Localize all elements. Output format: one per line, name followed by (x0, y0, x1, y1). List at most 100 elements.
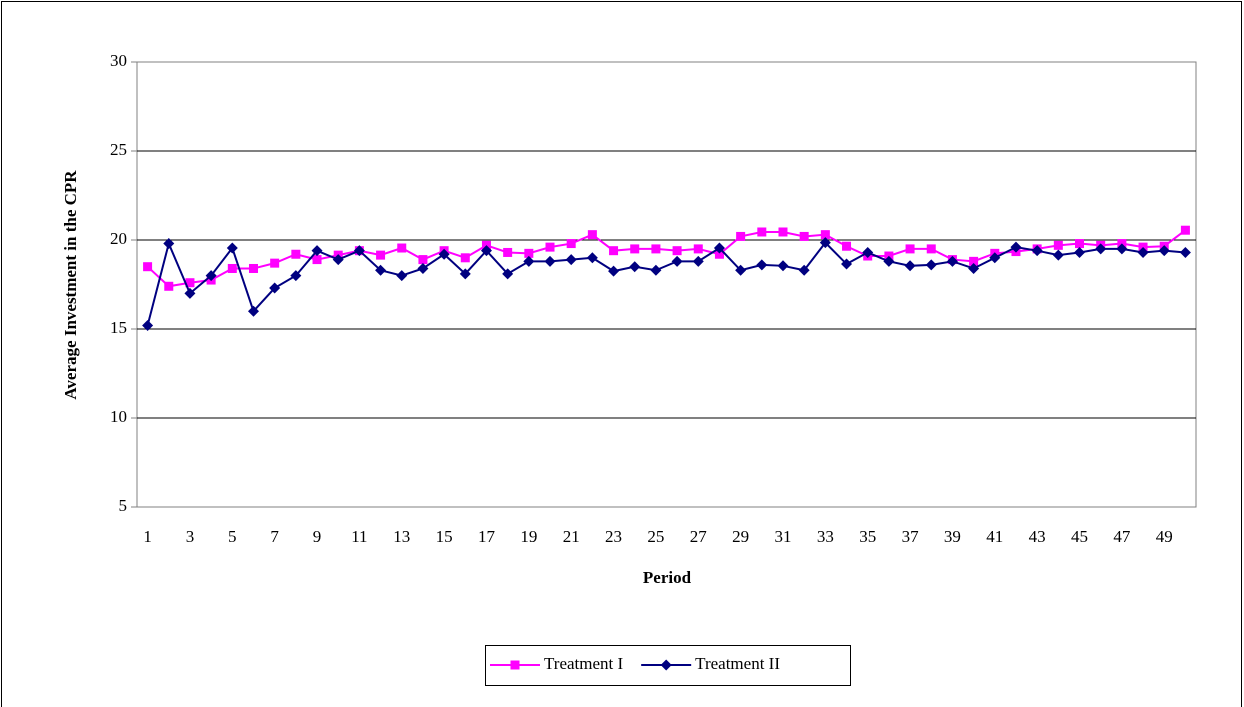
x-tick-label: 33 (817, 527, 834, 546)
data-point (608, 265, 620, 277)
data-point (883, 255, 895, 267)
data-point (969, 256, 979, 266)
data-point (1031, 245, 1043, 257)
data-point (1053, 240, 1063, 250)
data-point (185, 278, 195, 288)
x-tick-label: 7 (270, 527, 279, 546)
data-point (396, 270, 408, 282)
data-point (163, 238, 175, 250)
data-point (629, 261, 641, 273)
x-tick-label: 19 (520, 527, 537, 546)
data-point (735, 264, 747, 276)
x-tick-label: 31 (774, 527, 791, 546)
data-point (736, 231, 746, 241)
x-tick-label: 35 (859, 527, 876, 546)
data-point (544, 255, 556, 267)
data-point (270, 258, 280, 268)
y-tick-label: 15 (110, 318, 127, 337)
x-tick-label: 21 (563, 527, 580, 546)
data-point (523, 255, 535, 267)
data-point (226, 242, 238, 254)
x-tick-label: 27 (690, 527, 708, 546)
data-point (311, 245, 323, 257)
data-point (820, 230, 830, 240)
data-point (926, 244, 936, 254)
data-point (290, 270, 302, 282)
data-point (651, 244, 661, 254)
data-point (946, 255, 958, 267)
data-point (757, 227, 767, 237)
data-point (904, 260, 916, 272)
data-point (842, 241, 852, 251)
data-point (756, 259, 768, 271)
data-point (205, 270, 217, 282)
legend-marker (510, 660, 520, 670)
data-point (905, 244, 915, 254)
data-point (418, 255, 428, 265)
x-tick-label: 29 (732, 527, 749, 546)
data-point (713, 242, 725, 254)
data-point (460, 253, 470, 263)
legend-label: Treatment II (695, 654, 780, 673)
x-tick-label: 1 (143, 527, 152, 546)
x-tick-label: 41 (986, 527, 1003, 546)
x-tick-label: 15 (436, 527, 453, 546)
x-axis-title: Period (643, 568, 692, 587)
y-tick-label: 10 (110, 407, 127, 426)
plot-area (136, 61, 1197, 508)
data-point (925, 259, 937, 271)
data-point (609, 246, 619, 256)
data-point (1116, 243, 1128, 255)
x-tick-label: 37 (902, 527, 920, 546)
x-tick-label: 13 (393, 527, 410, 546)
y-tick-label: 30 (110, 51, 127, 70)
data-point (184, 287, 196, 299)
data-point (630, 244, 640, 254)
legend-label: Treatment I (544, 654, 624, 673)
data-point (502, 268, 514, 280)
data-point (586, 252, 598, 264)
data-point (777, 260, 789, 272)
x-tick-label: 23 (605, 527, 622, 546)
data-point (798, 264, 810, 276)
data-point (248, 263, 258, 273)
x-tick-label: 49 (1156, 527, 1173, 546)
data-point (989, 252, 1001, 264)
data-point (1158, 245, 1170, 257)
data-point (566, 239, 576, 249)
data-point (417, 262, 429, 274)
data-point (778, 227, 788, 237)
data-point (1075, 239, 1085, 249)
data-point (799, 231, 809, 241)
data-point (672, 246, 682, 256)
data-point (692, 255, 704, 267)
legend-marker (660, 659, 672, 671)
data-point (968, 262, 980, 274)
data-point (524, 248, 534, 258)
data-point (397, 243, 407, 253)
data-point (312, 255, 322, 265)
y-tick-label: 25 (110, 140, 127, 159)
data-point (353, 245, 365, 257)
x-tick-label: 39 (944, 527, 961, 546)
x-tick-label: 25 (647, 527, 664, 546)
data-point (1052, 249, 1064, 261)
data-point (1010, 241, 1022, 253)
x-tick-label: 43 (1029, 527, 1046, 546)
data-point (650, 264, 662, 276)
data-point (332, 254, 344, 266)
data-point (291, 249, 301, 259)
x-tick-label: 47 (1113, 527, 1131, 546)
data-point (1074, 246, 1086, 258)
y-axis-title: Average Investment in the CPR (61, 170, 80, 400)
data-point (714, 249, 724, 259)
data-point (503, 247, 513, 257)
data-point (1179, 246, 1191, 258)
data-point (1180, 225, 1190, 235)
data-point (587, 230, 597, 240)
data-point (143, 262, 153, 272)
x-tick-label: 11 (351, 527, 367, 546)
data-point (376, 250, 386, 260)
y-tick-label: 20 (110, 229, 127, 248)
x-tick-label: 9 (313, 527, 322, 546)
